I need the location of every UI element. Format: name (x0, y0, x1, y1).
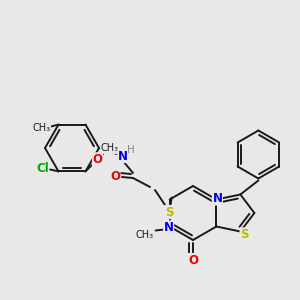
Text: N: N (212, 192, 222, 205)
Text: O: O (110, 169, 120, 182)
Text: Cl: Cl (36, 162, 49, 175)
Text: S: S (240, 228, 249, 241)
Text: S: S (165, 206, 173, 218)
Text: N: N (164, 221, 174, 234)
Text: O: O (92, 153, 103, 166)
Text: CH₃: CH₃ (136, 230, 154, 239)
Text: CH₃: CH₃ (32, 123, 51, 133)
Text: CH₃: CH₃ (100, 143, 118, 153)
Text: N: N (118, 149, 128, 163)
Text: H: H (127, 145, 135, 155)
Text: O: O (188, 254, 198, 266)
